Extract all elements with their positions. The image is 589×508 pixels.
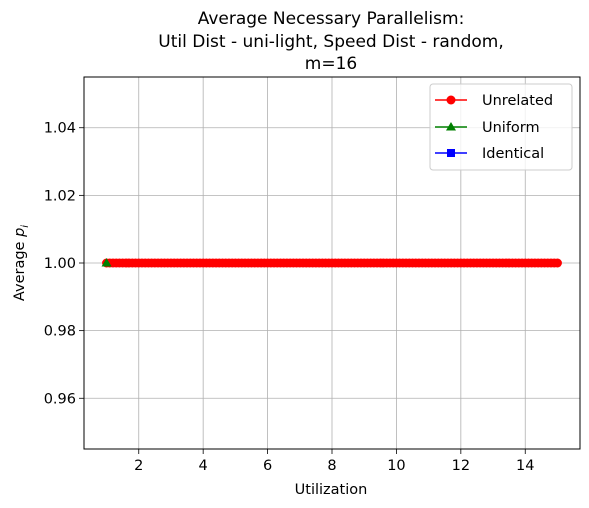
legend-frame	[429, 83, 573, 171]
x-tick-label: 10	[387, 458, 405, 474]
y-axis-label-base: Average	[12, 237, 28, 301]
chart-title-line-2: Util Dist - uni-light, Speed Dist - rand…	[158, 32, 503, 52]
y-axis-label-var: p	[12, 228, 28, 238]
x-tick-label: 2	[134, 458, 143, 474]
x-tick-label: 4	[199, 458, 208, 474]
legend-marker-unrelated	[446, 95, 456, 105]
legend: Unrelated Uniform Identical	[429, 83, 573, 171]
x-tick-label: 8	[327, 458, 336, 474]
legend-label-identical: Identical	[482, 146, 544, 162]
data-point-unrelated	[552, 258, 562, 268]
y-tick-label: 0.98	[44, 324, 76, 340]
series-layer	[101, 258, 562, 268]
legend-marker-identical	[447, 149, 455, 157]
legend-marker-uniform	[446, 122, 456, 131]
y-tick-label: 1.04	[44, 121, 76, 137]
legend-label-unrelated: Unrelated	[482, 93, 553, 109]
ticks: 2 4 6 8 10 12 14 0.96 0.98 1.00 1.02 1.04	[44, 121, 535, 474]
legend-label-uniform: Uniform	[482, 120, 540, 136]
x-tick-label: 12	[452, 458, 470, 474]
x-axis-label: Utilization	[295, 482, 368, 498]
y-tick-label: 1.00	[44, 256, 76, 272]
x-tick-label: 6	[263, 458, 272, 474]
data-point-uniform	[101, 258, 112, 267]
y-axis-label-sub: i	[20, 225, 31, 228]
chart-title-line-3: m=16	[305, 54, 357, 74]
y-axis-label: Average pi	[12, 225, 31, 301]
chart-title-line-1: Average Necessary Parallelism:	[198, 9, 465, 29]
x-tick-label: 14	[516, 458, 534, 474]
y-tick-label: 0.96	[44, 391, 76, 407]
y-tick-label: 1.02	[44, 188, 76, 204]
